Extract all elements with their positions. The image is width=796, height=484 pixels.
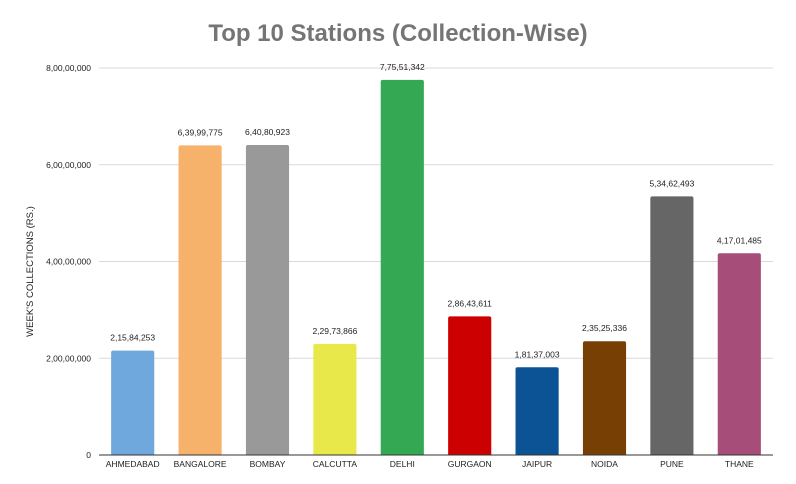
bar-jaipur bbox=[515, 367, 559, 455]
data-label: 6,39,99,775 bbox=[178, 127, 223, 137]
x-category-label: CALCUTTA bbox=[313, 459, 358, 469]
x-category-label: PUNE bbox=[660, 459, 684, 469]
bars bbox=[111, 79, 761, 455]
data-labels: 2,15,84,253 6,39,99,775 6,40,80,923 2,29,73… bbox=[110, 62, 762, 359]
bar-ahmedabad bbox=[111, 350, 155, 455]
bar-bombay bbox=[245, 145, 290, 455]
y-tick-label: 2,00,00,000 bbox=[46, 353, 91, 363]
data-label: 2,35,25,336 bbox=[582, 323, 627, 333]
x-category-label: BOMBAY bbox=[250, 459, 286, 469]
data-label: 7,75,51,342 bbox=[380, 62, 425, 72]
y-axis-label: WEEK'S COLLECTIONS (RS.) bbox=[25, 206, 36, 337]
bar-pune bbox=[650, 196, 694, 455]
x-category-label: DELHI bbox=[390, 459, 415, 469]
bar-noida bbox=[582, 341, 627, 455]
bar-gurgaon bbox=[448, 316, 492, 455]
x-category-label: JAIPUR bbox=[522, 459, 552, 469]
bar-calcutta bbox=[313, 343, 357, 455]
bar-bangalore bbox=[178, 145, 222, 455]
data-label: 2,86,43,611 bbox=[448, 298, 493, 308]
y-tick-label: 6,00,00,000 bbox=[46, 160, 91, 170]
data-label: 4,17,01,485 bbox=[717, 235, 762, 245]
data-label: 5,34,62,493 bbox=[649, 178, 694, 188]
x-category-label: BANGALORE bbox=[174, 459, 227, 469]
data-label: 2,15,84,253 bbox=[110, 333, 155, 343]
x-category-label: NOIDA bbox=[591, 459, 618, 469]
data-label: 1,81,37,003 bbox=[515, 349, 560, 359]
bar-delhi bbox=[380, 79, 424, 455]
x-category-label: THANE bbox=[725, 459, 754, 469]
y-tick-label: 0 bbox=[86, 450, 91, 460]
y-tick-label: 4,00,00,000 bbox=[46, 257, 91, 267]
y-axis-ticks: 0 2,00,00,000 4,00,00,000 6,00,00,000 8,00,0… bbox=[46, 63, 91, 460]
bar-thane bbox=[717, 253, 761, 455]
y-tick-label: 8,00,00,000 bbox=[46, 63, 91, 73]
x-axis-categories: AHMEDABAD BANGALORE BOMBAY CALCUTTA DELHI GUR… bbox=[106, 459, 754, 469]
x-category-label: GURGAON bbox=[448, 459, 492, 469]
x-category-label: AHMEDABAD bbox=[106, 459, 160, 469]
chart-title: Top 10 Stations (Collection-Wise) bbox=[208, 20, 588, 47]
data-label: 6,40,80,923 bbox=[245, 127, 290, 137]
data-label: 2,29,73,866 bbox=[312, 326, 357, 336]
